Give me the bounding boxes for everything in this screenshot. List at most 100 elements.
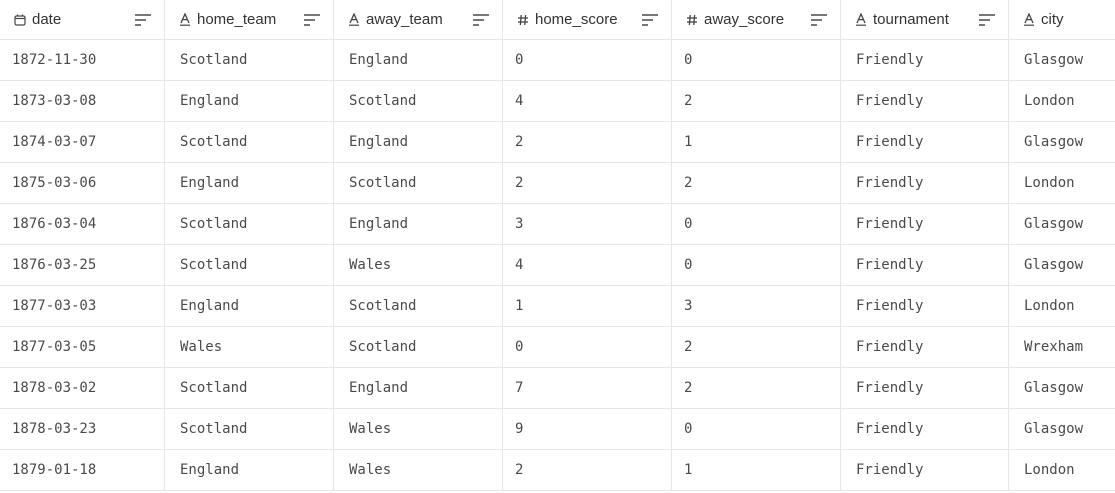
table-cell-home-score[interactable]: 7 [503,368,672,408]
table-cell-home-team[interactable]: Scotland [165,245,334,285]
table-cell-tournament[interactable]: Friendly [841,245,1009,285]
table-cell-home-score[interactable]: 0 [503,40,672,80]
table-cell-city[interactable]: London [1024,93,1075,109]
table-cell-date[interactable]: 1878-03-02 [0,368,165,408]
table-cell-tournament[interactable]: Friendly [841,327,1009,367]
table-cell-date[interactable]: 1879-01-18 [0,450,165,490]
table-cell-home-score[interactable]: 2 [503,163,672,203]
table-cell-home-team[interactable]: Scotland [165,40,334,80]
table-cell-date[interactable]: 1878-03-23 [0,409,165,449]
column-header-home-team[interactable]: home_team [165,0,334,39]
table-cell-away-score[interactable]: 0 [672,204,841,244]
table-cell-away-team[interactable]: England [334,122,503,162]
column-header-date[interactable]: date [0,0,165,39]
table-cell-away-team[interactable]: England [334,204,503,244]
table-cell-away-score[interactable]: 2 [672,368,841,408]
table-row[interactable]: 1875-03-06 England Scotland 2 2 Friendly Londo… [0,163,1115,204]
table-cell-home-team[interactable]: Scotland [165,409,334,449]
sort-icon[interactable] [978,13,996,27]
table-cell-home-team[interactable]: England [165,286,334,326]
table-cell-city[interactable]: Glasgow [1024,216,1084,232]
sort-icon[interactable] [472,13,490,27]
table-cell-away-team[interactable]: England [334,368,503,408]
table-cell-away-team[interactable]: Scotland [334,327,503,367]
table-cell-away-team[interactable]: Wales [334,245,503,285]
table-cell-home-score[interactable]: 0 [503,327,672,367]
sort-icon[interactable] [134,13,152,27]
table-cell-tournament[interactable]: Friendly [841,368,1009,408]
table-cell-away-score[interactable]: 1 [672,450,841,490]
table-row[interactable]: 1878-03-23 Scotland Wales 9 0 Friendly Glasgow [0,409,1115,450]
table-cell-home-team[interactable]: England [165,163,334,203]
sort-icon[interactable] [641,13,659,27]
table-row[interactable]: 1873-03-08 England Scotland 4 2 Friendly Londo… [0,81,1115,122]
column-header-away-team[interactable]: away_team [334,0,503,39]
table-row[interactable]: 1879-01-18 England Wales 2 1 Friendly London [0,450,1115,491]
table-cell-date[interactable]: 1876-03-04 [0,204,165,244]
table-cell-home-score[interactable]: 3 [503,204,672,244]
table-cell-home-score[interactable]: 2 [503,122,672,162]
table-cell-date[interactable]: 1877-03-05 [0,327,165,367]
table-cell-tournament[interactable]: Friendly [841,40,1009,80]
table-cell-tournament[interactable]: Friendly [841,286,1009,326]
column-header-tournament[interactable]: tournament [841,0,1009,39]
table-cell-away-score[interactable]: 0 [672,245,841,285]
column-header-away-score[interactable]: away_score [672,0,841,39]
table-row[interactable]: 1872-11-30 Scotland England 0 0 Friendly Glasg… [0,40,1115,81]
table-cell-home-score[interactable]: 2 [503,450,672,490]
table-cell-home-team[interactable]: Scotland [165,122,334,162]
table-cell-city[interactable]: Glasgow [1024,257,1084,273]
table-cell-away-team[interactable]: Scotland [334,286,503,326]
table-cell-date[interactable]: 1876-03-25 [0,245,165,285]
table-cell-city[interactable]: London [1024,175,1075,191]
table-cell-away-score[interactable]: 3 [672,286,841,326]
table-cell-away-score[interactable]: 2 [672,81,841,121]
table-cell-tournament[interactable]: Friendly [841,204,1009,244]
table-cell-city[interactable]: Wrexham [1024,339,1084,355]
table-cell-tournament[interactable]: Friendly [841,450,1009,490]
table-cell-tournament[interactable]: Friendly [841,409,1009,449]
table-cell-tournament[interactable]: Friendly [841,81,1009,121]
table-cell-home-team[interactable]: Wales [165,327,334,367]
table-row[interactable]: 1876-03-25 Scotland Wales 4 0 Friendly Glasgow [0,245,1115,286]
table-cell-away-score[interactable]: 0 [672,409,841,449]
sort-icon[interactable] [303,13,321,27]
table-cell-city[interactable]: Glasgow [1024,134,1084,150]
table-cell-home-team[interactable]: Scotland [165,368,334,408]
table-cell-date[interactable]: 1875-03-06 [0,163,165,203]
table-cell-home-score[interactable]: 9 [503,409,672,449]
table-row[interactable]: 1874-03-07 Scotland England 2 1 Friendly Glasg… [0,122,1115,163]
table-cell-tournament[interactable]: Friendly [841,163,1009,203]
table-row[interactable]: 1878-03-02 Scotland England 7 2 Friendly Glasg… [0,368,1115,409]
table-row[interactable]: 1876-03-04 Scotland England 3 0 Friendly Glasg… [0,204,1115,245]
table-cell-city[interactable]: Glasgow [1024,52,1084,68]
table-cell-date[interactable]: 1877-03-03 [0,286,165,326]
table-cell-tournament[interactable]: Friendly [841,122,1009,162]
table-cell-away-score[interactable]: 0 [672,40,841,80]
table-cell-city[interactable]: London [1024,462,1075,478]
column-header-home-score[interactable]: home_score [503,0,672,39]
table-cell-home-score[interactable]: 1 [503,286,672,326]
table-row[interactable]: 1877-03-05 Wales Scotland 0 2 Friendly Wrexham [0,327,1115,368]
table-cell-away-team[interactable]: England [334,40,503,80]
table-row[interactable]: 1877-03-03 England Scotland 1 3 Friendly Londo… [0,286,1115,327]
table-cell-away-score[interactable]: 2 [672,163,841,203]
sort-icon[interactable] [810,13,828,27]
table-cell-away-team[interactable]: Scotland [334,163,503,203]
column-header-city[interactable]: city [1009,0,1115,39]
table-cell-date[interactable]: 1874-03-07 [0,122,165,162]
table-cell-away-team[interactable]: Wales [334,450,503,490]
table-cell-city[interactable]: London [1024,298,1075,314]
table-cell-city[interactable]: Glasgow [1024,421,1084,437]
table-cell-home-team[interactable]: England [165,81,334,121]
table-cell-home-score[interactable]: 4 [503,81,672,121]
table-cell-away-score[interactable]: 1 [672,122,841,162]
table-cell-away-team[interactable]: Wales [334,409,503,449]
table-cell-away-score[interactable]: 2 [672,327,841,367]
table-cell-home-team[interactable]: Scotland [165,204,334,244]
table-cell-city[interactable]: Glasgow [1024,380,1084,396]
table-cell-home-score[interactable]: 4 [503,245,672,285]
table-cell-date[interactable]: 1873-03-08 [0,81,165,121]
table-cell-date[interactable]: 1872-11-30 [0,40,165,80]
table-cell-home-team[interactable]: England [165,450,334,490]
